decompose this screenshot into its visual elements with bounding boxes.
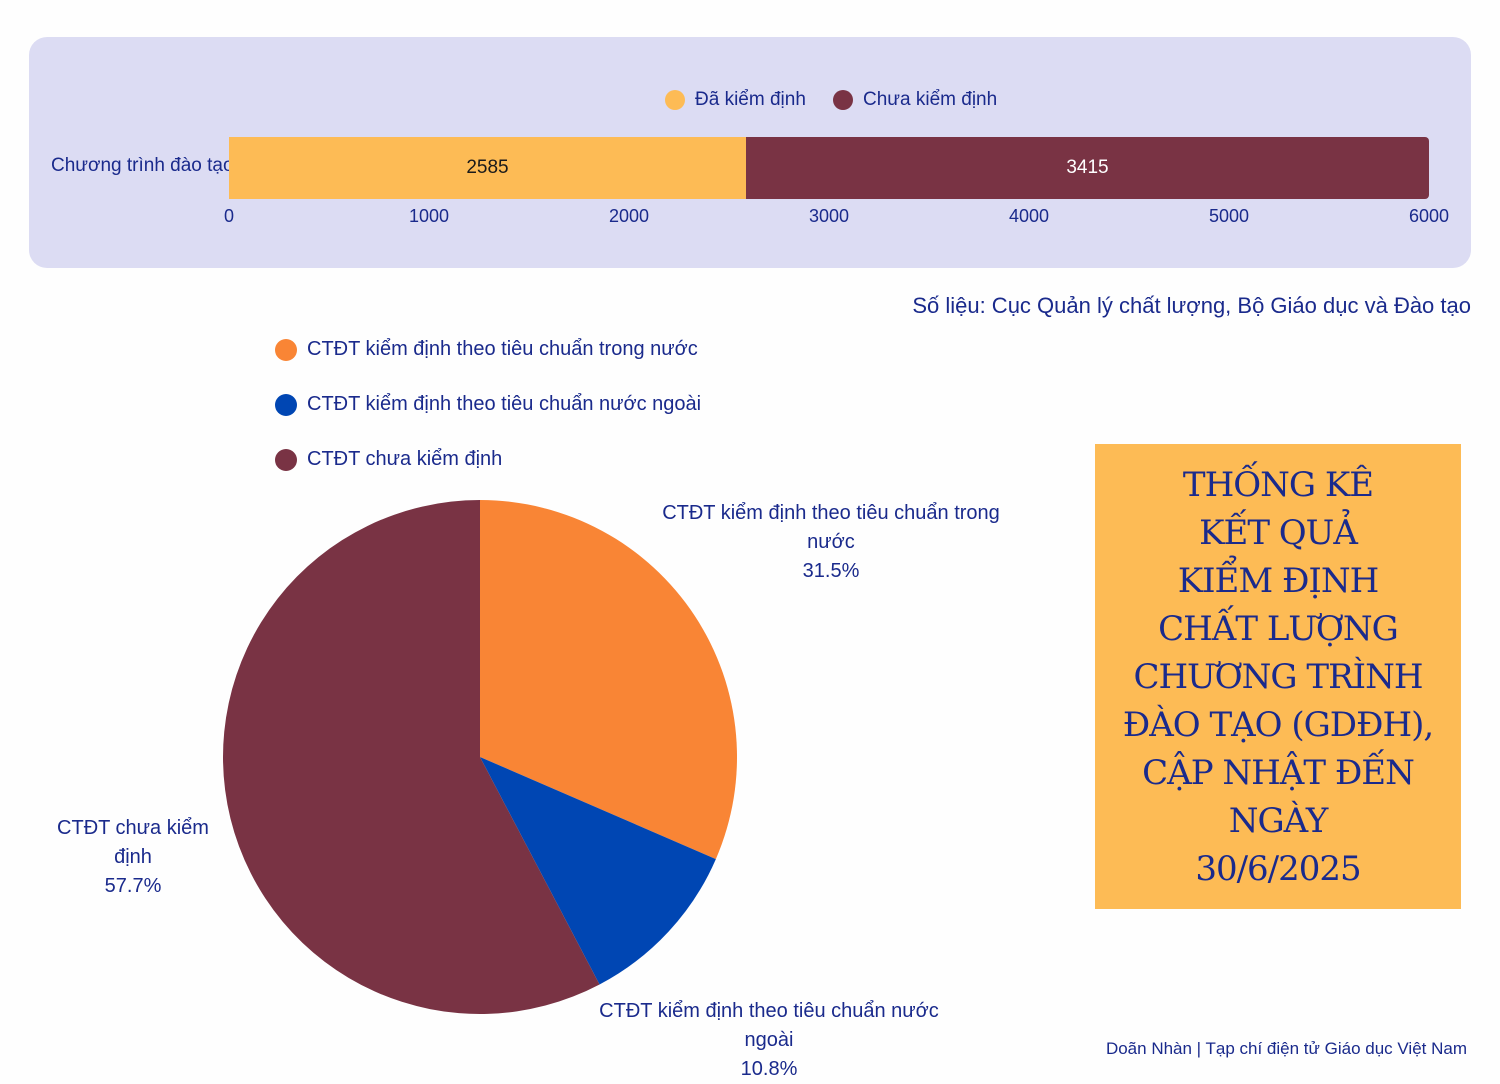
page-title: THỐNG KÊ KẾT QUẢ KIỂM ĐỊNH CHẤT LƯỢNG CH…: [1095, 461, 1461, 893]
pie-label-foreign-name: CTĐT kiểm định theo tiêu chuẩn nước ngoà…: [599, 1000, 939, 1051]
credit: Doãn Nhàn | Tạp chí điện tử Giáo dục Việ…: [1105, 1039, 1467, 1058]
bar-segment-verified: 2585: [229, 137, 746, 199]
legend-item-verified: Đã kiểm định: [665, 89, 806, 111]
title-line: 30/6/2025: [1195, 848, 1361, 889]
pie-label-foreign-value: 10.8%: [740, 1058, 798, 1080]
pie-label-unverified-name: CTĐT chưa kiểm định: [57, 817, 209, 868]
title-line: KẾT QUẢ: [1199, 512, 1358, 553]
x-tick-label: 2000: [608, 206, 650, 226]
pie-legend-label-domestic: CTĐT kiểm định theo tiêu chuẩn trong nướ…: [307, 338, 698, 360]
bar-value-verified: 2585: [466, 157, 509, 178]
x-tick-label: 6000: [1408, 206, 1450, 226]
title-line: CHẤT LƯỢNG: [1158, 608, 1399, 649]
pie-legend-swatch-domestic: [275, 338, 297, 361]
pie-label-domestic: CTĐT kiểm định theo tiêu chuẩn trong nướ…: [645, 499, 1017, 586]
pie-chart: [223, 500, 737, 1014]
pie-legend-label-unverified: CTĐT chưa kiểm định: [307, 448, 503, 470]
pie-legend-item-foreign: CTĐT kiểm định theo tiêu chuẩn nước ngoà…: [275, 393, 701, 416]
pie-legend-swatch-unverified: [275, 448, 297, 471]
bar-category-label: Chương trình đào tạo: [51, 155, 234, 176]
bar-segment-unverified: 3415: [746, 137, 1429, 199]
x-tick-label: 3000: [808, 206, 850, 226]
pie-slice-foreign: [480, 757, 716, 985]
legend-label-unverified: Chưa kiểm định: [863, 89, 998, 110]
bar-value-unverified: 3415: [1066, 157, 1109, 178]
pie-legend-item-domestic: CTĐT kiểm định theo tiêu chuẩn trong nướ…: [275, 338, 698, 361]
pie-legend-item-unverified: CTĐT chưa kiểm định: [275, 448, 502, 471]
pie-label-domestic-name: CTĐT kiểm định theo tiêu chuẩn trong nướ…: [662, 502, 1000, 553]
pie-slice-unverified: [223, 500, 600, 1014]
title-line: THỐNG KÊ: [1182, 464, 1374, 505]
title-line: KIỂM ĐỊNH: [1177, 560, 1380, 601]
legend-swatch-verified: [665, 90, 685, 110]
data-source: Số liệu: Cục Quản lý chất lượng, Bộ Giáo…: [912, 293, 1471, 318]
pie-label-unverified-value: 57.7%: [104, 875, 162, 897]
x-tick-label: 1000: [408, 206, 450, 226]
pie-legend-swatch-foreign: [275, 393, 297, 416]
legend-item-unverified: Chưa kiểm định: [833, 89, 997, 111]
x-tick-label: 5000: [1208, 206, 1250, 226]
pie-legend-label-foreign: CTĐT kiểm định theo tiêu chuẩn nước ngoà…: [307, 393, 702, 415]
legend-swatch-unverified: [833, 90, 853, 110]
title-box: THỐNG KÊ KẾT QUẢ KIỂM ĐỊNH CHẤT LƯỢNG CH…: [1095, 444, 1461, 909]
pie-label-domestic-value: 31.5%: [802, 560, 860, 582]
pie-label-foreign: CTĐT kiểm định theo tiêu chuẩn nước ngoà…: [582, 997, 956, 1084]
x-tick-label: 4000: [1008, 206, 1050, 226]
pie-slice-domestic: [480, 500, 737, 860]
title-line: ĐÀO TẠO (GDĐH),: [1122, 704, 1434, 745]
title-line: CẬP NHẬT ĐẾN NGÀY: [1142, 752, 1415, 841]
legend-label-verified: Đã kiểm định: [695, 89, 806, 110]
title-line: CHƯƠNG TRÌNH: [1133, 656, 1423, 697]
x-tick-label: 0: [223, 206, 235, 226]
pie-label-unverified: CTĐT chưa kiểm định 57.7%: [38, 814, 228, 901]
